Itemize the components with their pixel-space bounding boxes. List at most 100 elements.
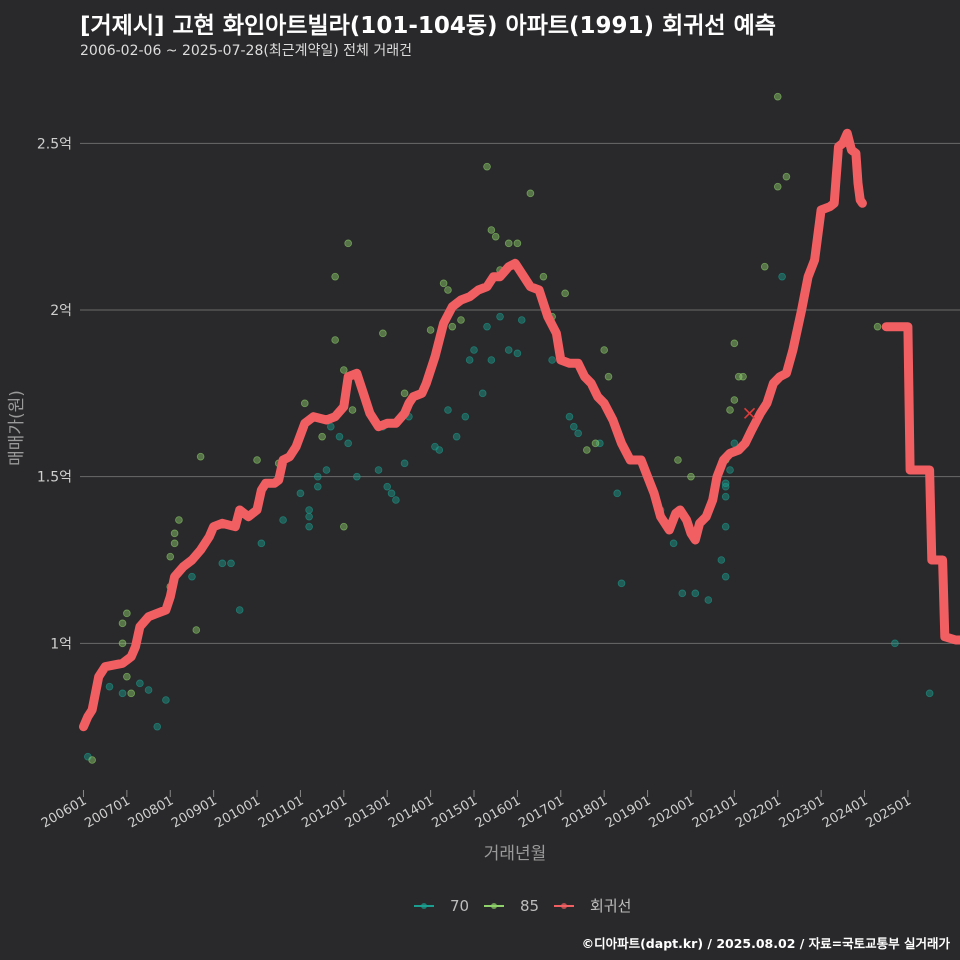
scatter-point-70 bbox=[678, 589, 687, 598]
scatter-point-70 bbox=[235, 606, 244, 614]
scatter-point-85 bbox=[340, 522, 348, 531]
scatter-point-70 bbox=[313, 472, 322, 481]
scatter-point-70 bbox=[487, 356, 496, 364]
scatter-point-70 bbox=[374, 466, 383, 474]
scatter-point-70 bbox=[465, 356, 474, 364]
y-tick-label: 2.5억 bbox=[37, 136, 72, 152]
scatter-point-70 bbox=[891, 639, 899, 648]
regression-line bbox=[79, 128, 867, 732]
highlight-x-marker bbox=[743, 407, 756, 419]
scatter-point-85 bbox=[504, 239, 513, 248]
scatter-point-70 bbox=[596, 439, 604, 448]
scatter-point-70 bbox=[444, 406, 452, 414]
scatter-point-85 bbox=[444, 286, 452, 294]
scatter-point-70 bbox=[617, 579, 626, 588]
scatter-point-70 bbox=[353, 472, 361, 481]
x-tick-label: 201201 bbox=[299, 793, 349, 831]
x-tick-label: 201601 bbox=[473, 793, 523, 831]
scatter-point-85 bbox=[379, 329, 387, 338]
scatter-point-85 bbox=[739, 372, 747, 381]
y-tick-label: 2억 bbox=[50, 303, 72, 319]
scatter-point-70 bbox=[452, 432, 461, 441]
scatter-point-70 bbox=[218, 559, 227, 568]
chart-subtitle: 2006-02-06 ~ 2025-07-28(최근계약일) 전체 거래건 bbox=[80, 43, 412, 59]
scatter-point-70 bbox=[153, 722, 162, 731]
scatter-point-85 bbox=[127, 689, 136, 698]
x-tick-label: 202001 bbox=[646, 793, 696, 831]
scatter-point-70 bbox=[279, 516, 287, 524]
legend-swatch-dot bbox=[491, 903, 497, 909]
x-tick-label: 202501 bbox=[863, 793, 913, 831]
x-tick-label: 202401 bbox=[820, 793, 870, 831]
scatter-point-85 bbox=[331, 272, 339, 281]
scatter-point-85 bbox=[526, 189, 535, 198]
scatter-point-85 bbox=[730, 339, 739, 348]
scatter-point-85 bbox=[196, 452, 205, 461]
scatter-point-85 bbox=[118, 619, 127, 628]
scatter-point-70 bbox=[504, 346, 513, 354]
x-tick-label: 201101 bbox=[256, 793, 306, 831]
scatter-point-85 bbox=[253, 456, 261, 464]
scatter-point-85 bbox=[192, 626, 201, 634]
scatter-point-70 bbox=[435, 446, 444, 454]
scatter-point-70 bbox=[322, 466, 331, 474]
x-tick-label: 201801 bbox=[560, 793, 610, 831]
scatter-point-70 bbox=[257, 539, 266, 548]
scatter-point-85 bbox=[170, 529, 179, 538]
scatter-point-70 bbox=[517, 316, 526, 324]
x-tick-label: 201901 bbox=[603, 793, 653, 831]
scatter-point-70 bbox=[548, 356, 556, 364]
x-tick-label: 202201 bbox=[733, 793, 783, 831]
scatter-point-70 bbox=[496, 312, 504, 321]
x-tick-label: 200801 bbox=[126, 793, 176, 831]
regression-line-layer bbox=[79, 128, 960, 732]
x-tick-label: 201701 bbox=[516, 793, 566, 831]
x-tick-label: 201001 bbox=[213, 793, 263, 831]
scatter-point-70 bbox=[313, 482, 322, 491]
x-tick-label: 200601 bbox=[39, 793, 89, 831]
legend: 70 85 회귀선 bbox=[414, 897, 631, 915]
scatter-point-70 bbox=[136, 679, 144, 688]
scatter-point-70 bbox=[118, 689, 127, 698]
legend-item-70: 70 bbox=[414, 897, 469, 915]
scatter-point-85 bbox=[600, 346, 608, 354]
scatter-point-85 bbox=[513, 239, 522, 248]
scatter-point-85 bbox=[348, 406, 357, 414]
scatter-point-85 bbox=[300, 399, 309, 408]
scatter-point-70 bbox=[925, 689, 934, 698]
scatter-point-70 bbox=[570, 422, 578, 431]
scatter-point-85 bbox=[674, 456, 682, 464]
scatter-point-85 bbox=[483, 162, 491, 171]
scatter-point-70 bbox=[105, 682, 114, 691]
x-tick-label: 201401 bbox=[386, 793, 436, 831]
scatter-point-85 bbox=[604, 372, 613, 381]
scatter-point-70 bbox=[721, 492, 730, 501]
scatter-point-70 bbox=[470, 346, 478, 354]
scatter-point-70 bbox=[726, 466, 734, 474]
scatter-point-85 bbox=[734, 372, 743, 381]
scatter-point-70 bbox=[691, 589, 700, 598]
scatter-point-70 bbox=[327, 422, 335, 431]
x-axis-ticks: 2006012007012008012009012010012011012012… bbox=[39, 790, 914, 831]
scatter-point-85 bbox=[491, 232, 500, 241]
legend-item-회귀선: 회귀선 bbox=[554, 897, 631, 915]
scatter-point-70 bbox=[162, 696, 170, 704]
scatter-point-85 bbox=[118, 639, 127, 648]
chart-title: [거제시] 고현 화인아트빌라(101-104동) 아파트(1991) 회귀선 … bbox=[80, 13, 776, 39]
scatter-point-70 bbox=[704, 596, 713, 604]
scatter-point-85 bbox=[539, 272, 548, 281]
scatter-point-70 bbox=[721, 572, 730, 581]
legend-label: 70 bbox=[450, 897, 469, 915]
scatter-point-70 bbox=[730, 439, 739, 448]
legend-label: 회귀선 bbox=[590, 897, 631, 915]
scatter-point-70 bbox=[305, 522, 313, 531]
scatter-point-70 bbox=[400, 459, 409, 468]
x-tick-label: 200701 bbox=[82, 793, 132, 831]
x-axis-title: 거래년월 bbox=[484, 844, 547, 864]
scatter-point-70 bbox=[565, 412, 574, 421]
scatter-point-70 bbox=[344, 439, 352, 448]
footer-credit: ©디아파트(dapt.kr) / 2025.08.02 / 자료=국토교통부 실… bbox=[581, 936, 950, 951]
y-axis-title: 매매가(원) bbox=[7, 390, 27, 466]
legend-swatch-dot bbox=[421, 903, 427, 909]
